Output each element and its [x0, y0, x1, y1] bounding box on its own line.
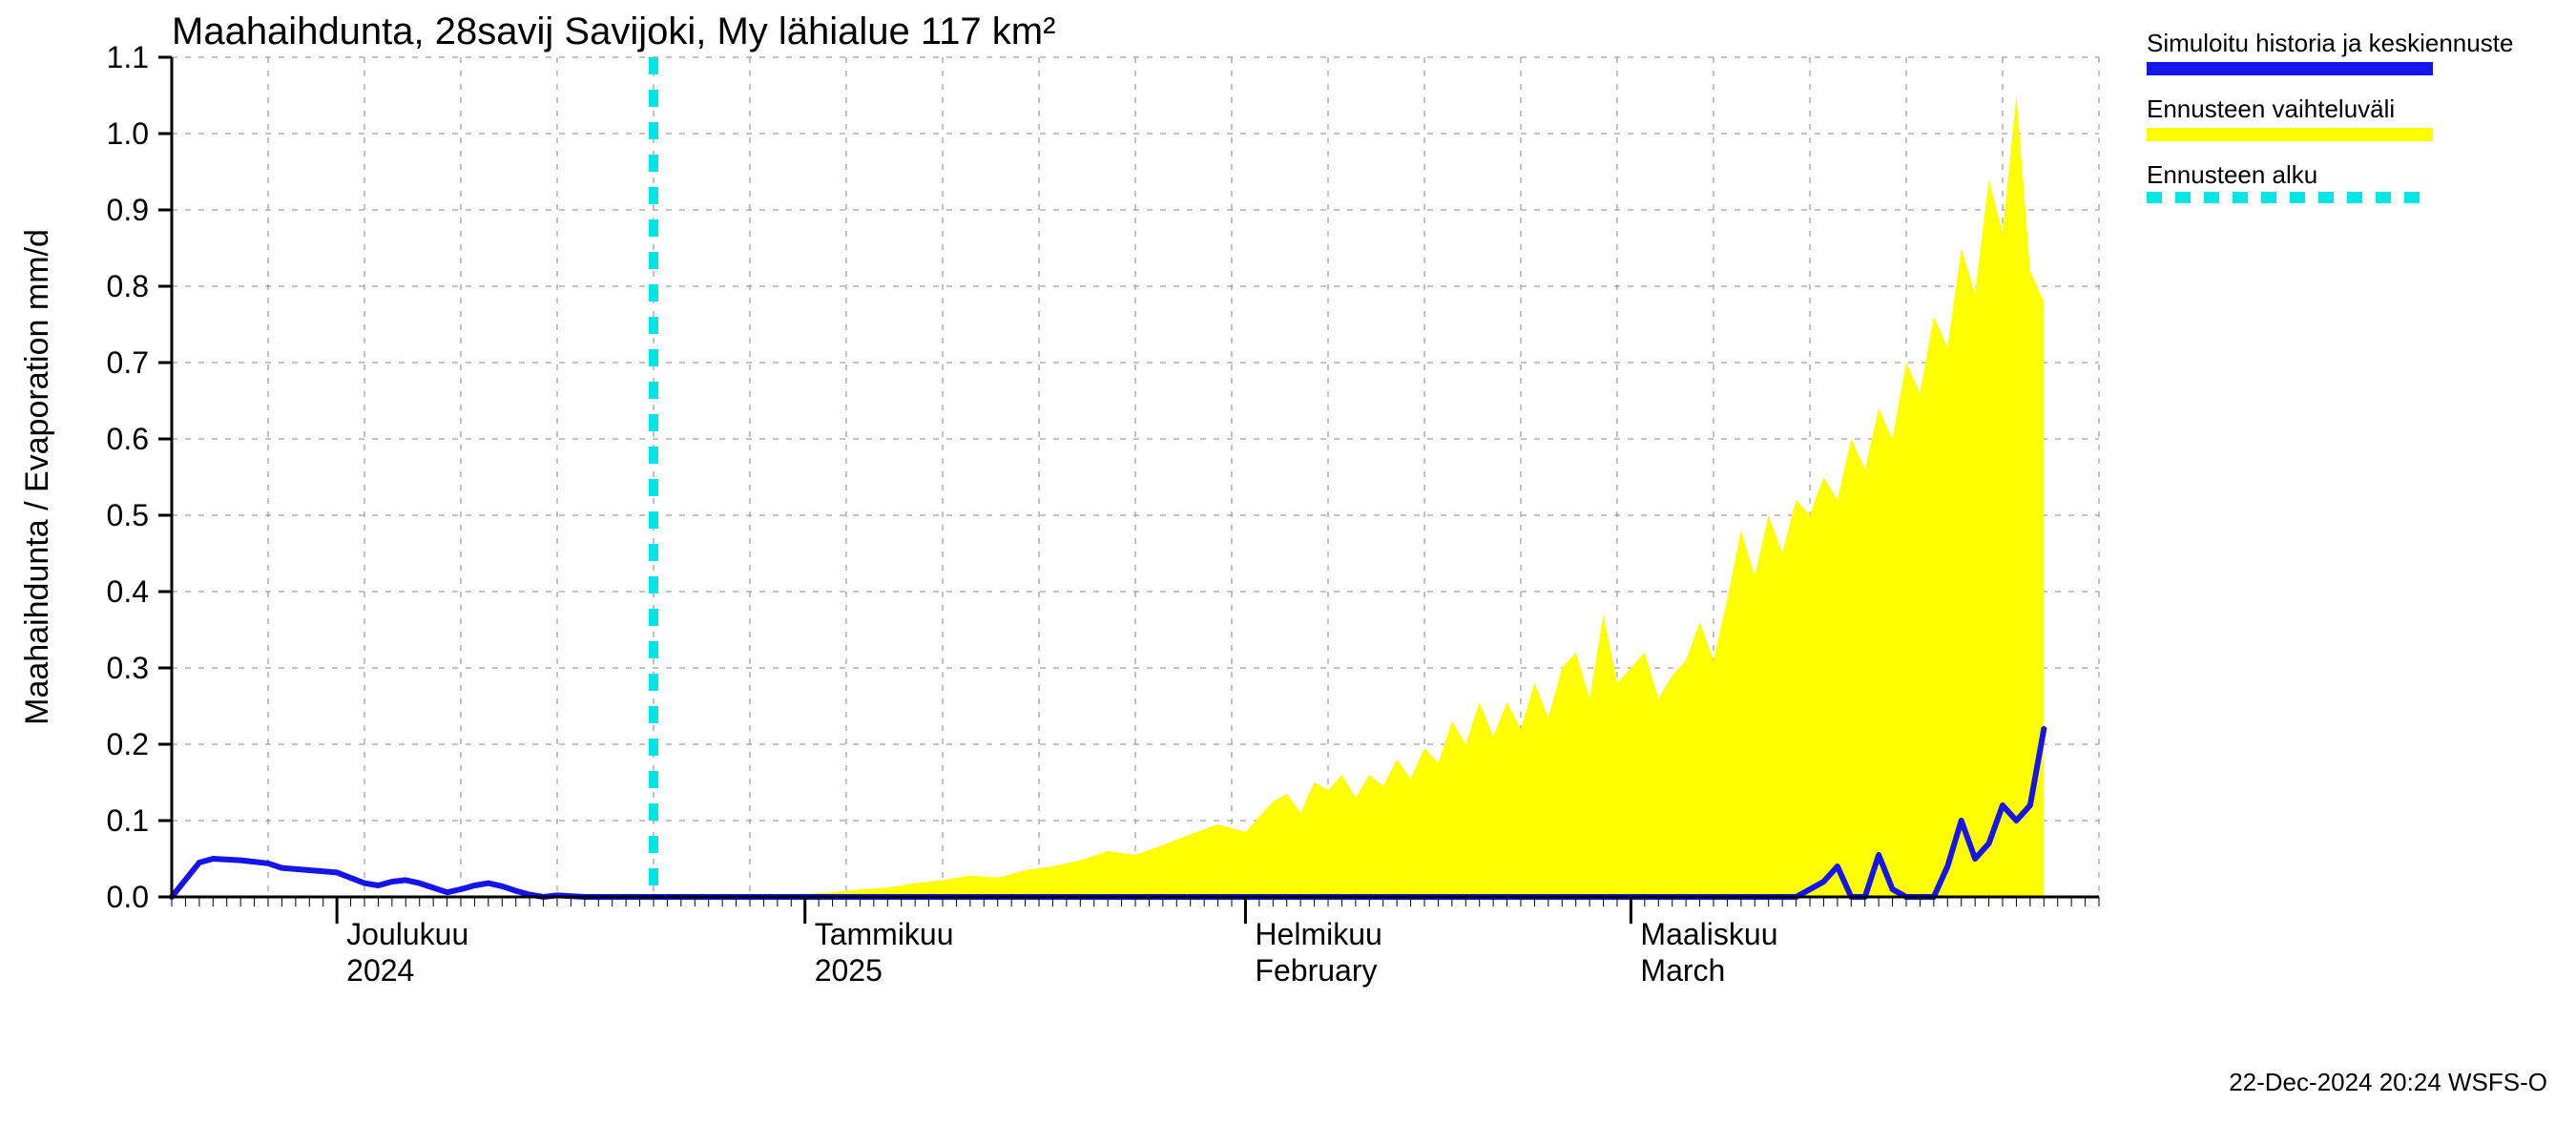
svg-text:0.2: 0.2: [107, 727, 149, 761]
legend-history-swatch: [2147, 62, 2433, 75]
y-axis-label: Maahaihdunta / Evaporation mm/d: [19, 229, 55, 725]
svg-text:0.6: 0.6: [107, 422, 149, 456]
svg-text:February: February: [1255, 953, 1377, 988]
svg-text:March: March: [1640, 953, 1725, 988]
chart-title: Maahaihdunta, 28savij Savijoki, My lähia…: [172, 10, 1055, 52]
svg-text:0.4: 0.4: [107, 574, 149, 609]
svg-text:1.0: 1.0: [107, 116, 149, 151]
svg-text:0.1: 0.1: [107, 803, 149, 838]
legend-range-swatch: [2147, 128, 2433, 141]
svg-text:Joulukuu: Joulukuu: [346, 917, 468, 951]
svg-text:Tammikuu: Tammikuu: [815, 917, 954, 951]
svg-text:0.7: 0.7: [107, 345, 149, 380]
svg-text:Maaliskuu: Maaliskuu: [1640, 917, 1777, 951]
legend-start-swatch: [2147, 191, 2433, 204]
timestamp-label: 22-Dec-2024 20:24 WSFS-O: [2229, 1068, 2547, 1097]
svg-text:Helmikuu: Helmikuu: [1255, 917, 1381, 951]
legend-history-label: Simuloitu historia ja keskiennuste: [2147, 29, 2547, 58]
svg-text:0.0: 0.0: [107, 880, 149, 914]
legend-start-label: Ennusteen alku: [2147, 160, 2547, 190]
svg-text:0.3: 0.3: [107, 651, 149, 685]
svg-text:0.5: 0.5: [107, 498, 149, 532]
svg-text:2024: 2024: [346, 953, 414, 988]
legend-range-label: Ennusteen vaihteluväli: [2147, 94, 2547, 124]
svg-text:2025: 2025: [815, 953, 883, 988]
svg-text:1.1: 1.1: [107, 40, 149, 74]
svg-text:0.8: 0.8: [107, 269, 149, 303]
svg-text:0.9: 0.9: [107, 193, 149, 227]
